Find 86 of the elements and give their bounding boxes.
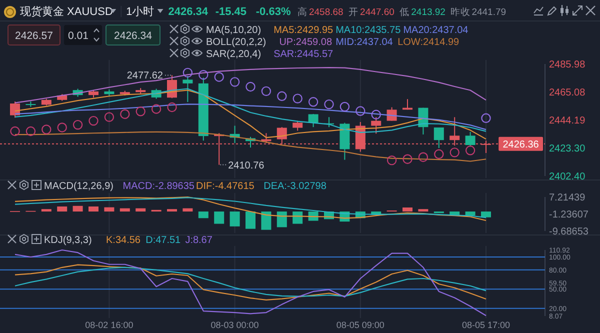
point [72,120,83,130]
annotation: 2477.62 [126,70,164,82]
chart-subtitle: 1小时 [126,5,154,18]
text: D:47.51 [146,235,182,246]
point [120,109,130,119]
text: 2426.57 [15,30,54,42]
point [246,82,256,92]
point [26,126,36,136]
text: K:34.56 [106,235,141,246]
point [42,124,52,134]
text: 2413.92 [411,7,446,18]
chart-title: KDJ(9,3,3) [44,235,92,246]
text: 高 [297,6,308,18]
text: LOW:2414.99 [398,37,460,48]
candlestick [308,113,318,128]
point [418,152,428,162]
point [450,148,460,158]
series-label: UP:2459.08 [279,37,332,48]
text: 2458.68 [308,7,344,18]
candlestick [386,106,397,122]
point [136,106,146,116]
line-series [14,249,487,316]
text: MA(5,10,20) [206,25,262,36]
y-tick-label: 2485.98 [549,60,586,70]
point [214,72,224,82]
chart-title: MACD(12,26,9) [44,181,114,192]
point [308,97,318,107]
point [261,86,272,96]
point [371,110,381,120]
point [10,126,20,136]
candlestick [292,120,303,132]
point [182,68,193,78]
candlestick [10,100,20,118]
ref-line-label: 2426.36 [502,139,540,150]
point [167,102,177,112]
point [386,155,397,166]
x-tick-label: 08-02 16:00 [85,320,134,330]
text: 2426.34 [168,6,209,18]
y-tick-label: 2444.19 [549,116,586,126]
point [198,70,208,80]
x-tick-label: 08-05 17:00 [462,320,510,330]
text: SAR:2445.57 [274,49,334,60]
text: SAR(2,20,4) [206,49,262,60]
point [434,149,444,160]
point [324,99,334,110]
text: J:8.67 [185,235,213,246]
annotation: 2410.76 [228,160,265,172]
y-tick-label: 2423.30 [549,143,586,154]
text: MACD:-2.89635 [122,181,195,192]
y-tick-label: -9.68653 [549,226,589,238]
y-tick-label: 2402.40 [549,172,586,182]
point [277,91,287,101]
x-tick-label: 08-05 09:00 [336,320,384,330]
y-tick-label: 7.21439 [549,192,586,204]
point [292,94,302,104]
text: MA10:2435.75 [336,25,402,36]
series-label: DEA:-3.02798 [264,181,327,192]
point [104,112,114,122]
text: -0.63% [256,6,291,18]
y-tick-label: 2465.08 [549,88,586,99]
y-tick-label: -1.23607 [549,210,589,220]
text: 2441.79 [472,7,506,18]
text: BOLL(20,2,2) [206,37,266,48]
text: MA20:2437.04 [403,25,469,36]
text: MID:2437.04 [336,37,394,48]
point [402,154,412,164]
text: 2426.34 [114,30,152,42]
point [465,146,476,156]
text: 0.01 [68,30,89,42]
point [57,122,67,132]
point [481,113,491,123]
point [230,77,240,87]
point [88,116,98,126]
text: 低 [400,7,410,18]
text: 开 [348,7,359,18]
point [151,104,162,114]
point [340,102,350,112]
point [356,106,366,116]
text: 2447.60 [360,7,394,18]
text: MA5:2429.95 [274,25,334,36]
chart-title: 现货黄金 XAUUSD [20,5,113,18]
text: 昨收 [450,6,471,18]
x-tick-label: 08-03 00:00 [210,320,259,330]
candlestick [434,126,444,148]
text: -15.45 [215,6,247,18]
series-label: DIF:-4.47615 [196,181,255,192]
